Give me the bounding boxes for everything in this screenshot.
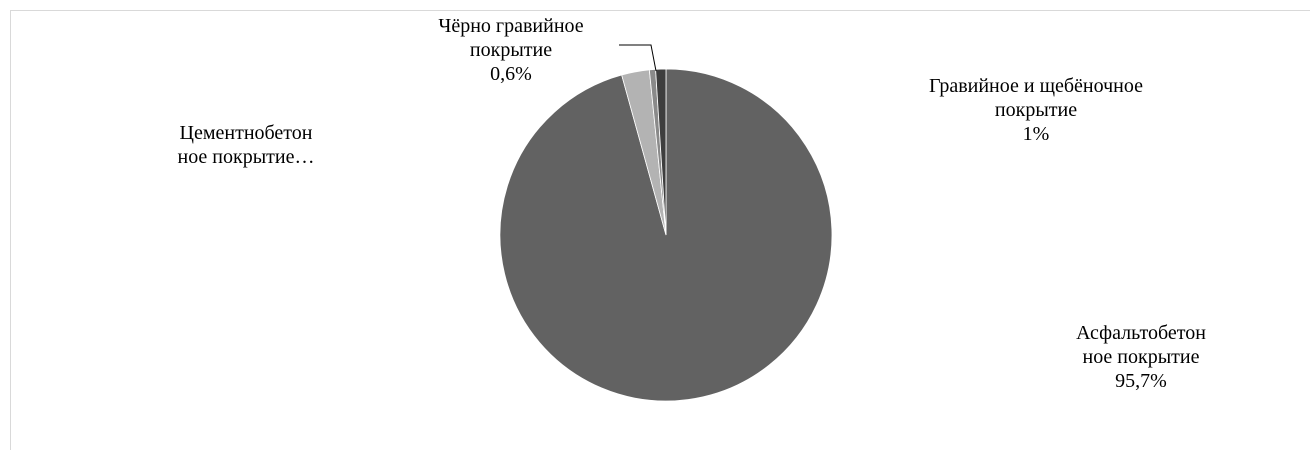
label-cement-concrete-line1: Цементнобетон bbox=[179, 122, 313, 144]
label-black-gravel-line1: Чёрно гравийное bbox=[438, 15, 584, 37]
leader-line-black-gravel bbox=[619, 44, 657, 72]
label-gravel-crushed-stone: Гравийное и щебёночное покрытие 1% bbox=[891, 74, 1181, 146]
chart-area: Асфальтобетон ное покрытие 95,7% Цементн… bbox=[10, 10, 1310, 450]
label-gravel-crushed-stone-line2: покрытие bbox=[994, 99, 1078, 121]
pie-chart bbox=[499, 44, 833, 402]
label-asphalt-concrete-value: 95,7% bbox=[1115, 370, 1167, 392]
label-cement-concrete-line2: ное покрытие… bbox=[177, 146, 315, 168]
label-black-gravel-value: 0,6% bbox=[490, 63, 532, 85]
label-black-gravel: Чёрно гравийное покрытие 0,6% bbox=[406, 14, 616, 86]
label-asphalt-concrete-line2: ное покрытие bbox=[1082, 346, 1200, 368]
label-gravel-crushed-stone-line1: Гравийное и щебёночное bbox=[929, 75, 1143, 97]
label-gravel-crushed-stone-value: 1% bbox=[1022, 123, 1050, 145]
label-asphalt-concrete: Асфальтобетон ное покрытие 95,7% bbox=[1031, 321, 1251, 393]
label-asphalt-concrete-line1: Асфальтобетон bbox=[1076, 322, 1206, 344]
label-black-gravel-line2: покрытие bbox=[469, 39, 553, 61]
label-cement-concrete: Цементнобетон ное покрытие… bbox=[151, 121, 341, 169]
